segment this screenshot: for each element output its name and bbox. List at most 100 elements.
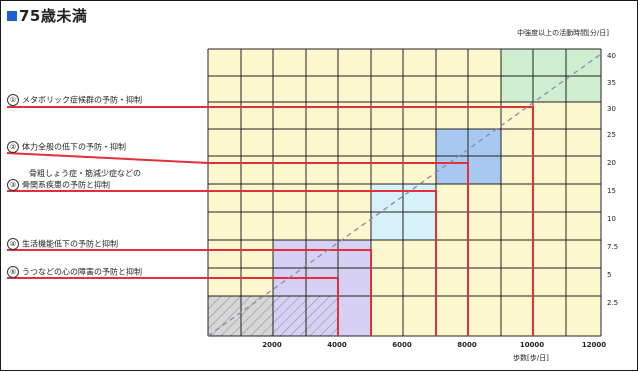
grid-cell	[306, 156, 338, 184]
grid-cell	[501, 240, 533, 268]
red-guide-line	[6, 152, 469, 336]
grid-cell	[533, 129, 566, 156]
grid-cell	[468, 184, 501, 212]
grid-cell	[468, 240, 501, 268]
grid-cell	[468, 76, 501, 102]
x-tick: 8000	[457, 341, 477, 349]
grid-cell	[533, 102, 566, 129]
grid-cell	[208, 156, 241, 184]
red-guide-line	[7, 249, 372, 336]
grid-cell	[501, 268, 533, 296]
grid-cell	[468, 156, 501, 184]
grid-cell	[468, 268, 501, 296]
grid-cell	[566, 296, 601, 336]
grid-cell	[533, 268, 566, 296]
grid-cell	[241, 184, 273, 212]
grid-cell	[241, 268, 273, 296]
title-text: 75歳未満	[19, 7, 88, 25]
grid-cell	[533, 296, 566, 336]
label-bone: ③ 骨関系疾患の予防と抑制	[7, 179, 110, 191]
grid-cell	[306, 212, 338, 240]
grid-cell	[306, 268, 338, 296]
grid-cell	[566, 156, 601, 184]
x-tick: 6000	[392, 341, 412, 349]
grid-cell	[273, 129, 306, 156]
red-guide-line	[7, 190, 437, 336]
grid-cell	[208, 268, 241, 296]
label-number: ②	[7, 141, 19, 153]
grid-cell	[566, 102, 601, 129]
label-number: ③	[7, 179, 19, 191]
grid-cell	[436, 49, 468, 76]
grid-cell	[468, 212, 501, 240]
grid-cell	[371, 156, 403, 184]
grid-cell	[436, 129, 468, 156]
grid-cell	[371, 240, 403, 268]
grid-cell	[403, 240, 436, 268]
y-tick: 25	[607, 131, 616, 139]
grid-cell	[273, 240, 306, 268]
label-metabolic: ① メタボリック症候群の予防・抑制	[7, 94, 142, 106]
grid-cell	[338, 240, 371, 268]
grid-cell	[241, 156, 273, 184]
y-axis-title: 中強度以上の活動時間[分/日]	[517, 29, 609, 37]
grid-cell	[208, 76, 241, 102]
red-guide-line	[7, 277, 339, 336]
x-axis-title: 歩数[歩/日]	[513, 354, 549, 362]
grid-cell	[338, 268, 371, 296]
grid-cell	[371, 129, 403, 156]
grid-cell	[338, 296, 371, 336]
grid-cell	[566, 268, 601, 296]
label-text: メタボリック症候群の予防・抑制	[22, 95, 142, 105]
grid-cell	[403, 296, 436, 336]
grid-cell	[566, 129, 601, 156]
grid-cell	[273, 76, 306, 102]
grid-cell	[306, 129, 338, 156]
grid-cell	[306, 240, 338, 268]
grid-cell	[436, 296, 468, 336]
grid-cell	[501, 296, 533, 336]
title-square-icon	[7, 10, 17, 21]
grid-cell	[338, 76, 371, 102]
x-tick: 2000	[262, 341, 282, 349]
label-text: 体力全般の低下の予防・抑制	[22, 142, 126, 152]
grid-cell	[338, 156, 371, 184]
grid-cell	[403, 129, 436, 156]
grid-cell	[566, 49, 601, 76]
grid-cell	[533, 184, 566, 212]
grid-cell	[533, 240, 566, 268]
grid-cell	[436, 268, 468, 296]
grid-cell	[533, 212, 566, 240]
label-bone-line1: 骨粗しょう症・筋減少症などの	[29, 169, 141, 178]
grid-cell	[501, 184, 533, 212]
label-fitness: ② 体力全般の低下の予防・抑制	[7, 141, 126, 153]
grid-cell	[501, 156, 533, 184]
grid-cell	[403, 212, 436, 240]
label-life-function: ④ 生活機能低下の予防と抑制	[7, 238, 118, 250]
grid-cell	[501, 129, 533, 156]
y-tick: 35	[607, 79, 616, 87]
grid-cell	[208, 212, 241, 240]
grid-cell	[501, 212, 533, 240]
y-tick: 30	[607, 105, 616, 113]
y-tick: 40	[607, 52, 616, 60]
grid-cell	[566, 212, 601, 240]
page-title: 75歳未満	[7, 5, 87, 26]
grid-cell	[338, 212, 371, 240]
grid-cell	[371, 296, 403, 336]
grid-cell	[371, 76, 403, 102]
grid-cell	[403, 184, 436, 212]
grid-cell	[468, 49, 501, 76]
grid-cell	[241, 240, 273, 268]
label-text: うつなどの心の障害の予防と抑制	[22, 267, 142, 277]
label-mental: ⑤ うつなどの心の障害の予防と抑制	[7, 266, 142, 278]
label-number: ①	[7, 94, 19, 106]
red-guide-line	[7, 106, 534, 336]
grid-cell	[208, 240, 241, 268]
grid-cell	[208, 49, 241, 76]
y-tick: 15	[607, 187, 616, 195]
grid-cell	[371, 49, 403, 76]
grid-cell	[436, 240, 468, 268]
